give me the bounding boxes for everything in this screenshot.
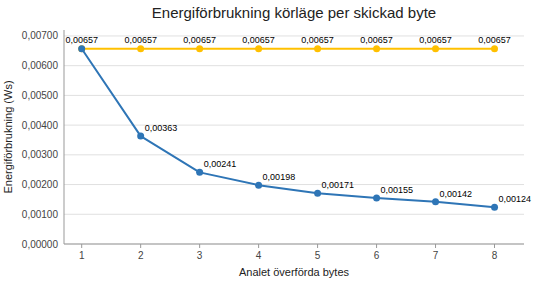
series-line — [82, 49, 495, 207]
data-label: 0,00198 — [263, 172, 296, 182]
series-point — [432, 45, 439, 52]
x-axis-label: Analet överförda bytes — [239, 266, 350, 278]
series-point — [78, 45, 85, 52]
x-tick-label: 2 — [138, 250, 144, 261]
data-label: 0,00363 — [145, 123, 178, 133]
grid-line — [64, 65, 524, 66]
data-label: 0,00241 — [204, 159, 237, 169]
data-label: 0,00657 — [65, 35, 98, 45]
y-axis-line — [64, 30, 65, 244]
x-tick — [140, 244, 141, 248]
x-ticks: 1 2 3 4 5 6 7 8 — [79, 244, 498, 261]
x-tick — [317, 244, 318, 248]
x-tick — [494, 244, 495, 248]
grid-line — [64, 184, 524, 185]
x-tick-label: 4 — [256, 250, 262, 261]
chart-title: Energiförbrukning körläge per skickad by… — [152, 4, 436, 21]
y-tick-label: 0,00600 — [22, 60, 59, 71]
series-point — [314, 190, 321, 197]
data-label: 0,00171 — [322, 180, 355, 190]
grid-line — [64, 95, 524, 96]
y-tick-label: 0,00500 — [22, 90, 59, 101]
x-axis-line — [64, 244, 524, 245]
y-tick-labels: 0,00000 0,00100 0,00200 0,00300 0,00400 0,005… — [22, 30, 59, 249]
y-tick-label: 0,00100 — [22, 209, 59, 220]
data-label: 0,00142 — [440, 189, 473, 199]
data-label: 0,00657 — [419, 35, 452, 45]
chart: 0,00000 0,00100 0,00200 0,00300 0,00400 0,005… — [0, 0, 544, 284]
series-point — [137, 45, 144, 52]
grid-line — [64, 154, 524, 155]
y-axis-label: Energiförbrukning (Ws) — [2, 80, 14, 193]
x-tick — [81, 244, 82, 248]
data-label: 0,00657 — [183, 35, 216, 45]
plot-data — [78, 45, 498, 210]
x-tick-label: 6 — [374, 250, 380, 261]
x-tick-label: 7 — [433, 250, 439, 261]
grid-line — [64, 214, 524, 215]
x-tick-label: 8 — [492, 250, 498, 261]
series-point — [255, 45, 262, 52]
data-label: 0,00657 — [478, 35, 511, 45]
y-tick-label: 0,00000 — [22, 239, 59, 250]
data-label: 0,00657 — [301, 35, 334, 45]
data-labels: 0,00657 0,00657 0,00657 0,00657 0,00657 0,006… — [65, 35, 531, 204]
data-label: 0,00657 — [360, 35, 393, 45]
data-label: 0,00155 — [381, 185, 414, 195]
x-tick — [435, 244, 436, 248]
series-point — [196, 45, 203, 52]
x-tick — [376, 244, 377, 248]
y-tick-label: 0,00300 — [22, 149, 59, 160]
y-grid — [64, 36, 524, 244]
x-tick-label: 3 — [197, 250, 203, 261]
series-point — [196, 169, 203, 176]
series-point — [137, 133, 144, 140]
series-point — [255, 182, 262, 189]
y-tick-label: 0,00700 — [22, 30, 59, 41]
series-point — [78, 45, 85, 52]
series-point — [491, 45, 498, 52]
series-point — [491, 204, 498, 211]
y-tick-label: 0,00200 — [22, 179, 59, 190]
series-point — [432, 198, 439, 205]
x-tick-label: 1 — [79, 250, 85, 261]
y-tick-label: 0,00400 — [22, 120, 59, 131]
x-tick-label: 5 — [315, 250, 321, 261]
data-label: 0,00657 — [124, 35, 157, 45]
data-label: 0,00657 — [242, 35, 275, 45]
x-tick — [258, 244, 259, 248]
data-label: 0,00124 — [499, 194, 532, 204]
series-point — [373, 45, 380, 52]
x-tick — [199, 244, 200, 248]
grid-line — [64, 244, 524, 245]
series-point — [373, 194, 380, 201]
series-point — [314, 45, 321, 52]
